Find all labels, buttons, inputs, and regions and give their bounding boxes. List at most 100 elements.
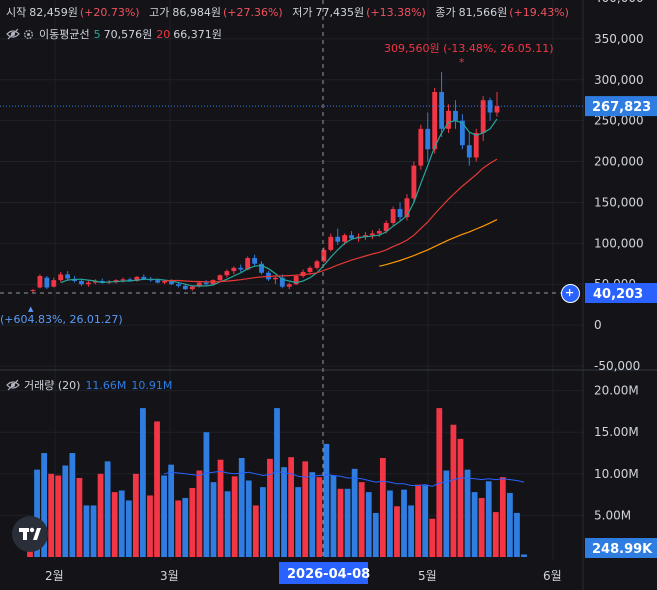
crosshair-date-label: 2026-04-08 [287, 567, 370, 582]
volume-bar [154, 421, 160, 557]
candle-body [65, 274, 71, 279]
volume-bar [478, 497, 485, 557]
candle-body [272, 277, 278, 280]
candle-body [335, 236, 341, 242]
volume-bar [387, 490, 393, 557]
volume-bar [34, 469, 40, 557]
volume-bar [62, 465, 69, 557]
time-axis-tick: 3월 [160, 569, 179, 583]
crosshair-price-badge [585, 283, 657, 303]
high-marker: * [459, 56, 465, 69]
volume-bar [372, 512, 379, 557]
high-pct: (+27.36%) [222, 6, 283, 19]
candle-body [30, 289, 36, 291]
high-label: 고가 [149, 6, 170, 19]
volume-bar [309, 472, 316, 557]
ma20-value: 66,371원 [173, 28, 222, 41]
time-axis-tick: 2월 [45, 569, 64, 583]
volume-bar [90, 505, 97, 557]
volume-legend[interactable]: 거래량 (20) 11.66M 10.91M [6, 377, 172, 393]
volume-bar [499, 477, 506, 557]
low-marker: ▲ [28, 305, 34, 313]
candle-body [321, 249, 327, 262]
volume-bar [118, 490, 125, 557]
price-axis-tick: 350,000 [594, 32, 644, 46]
low-pct: (+13.38%) [366, 6, 426, 19]
candle-body [480, 100, 486, 133]
volume-bar [168, 464, 175, 557]
candle-body [217, 275, 223, 281]
candle-body [72, 279, 77, 281]
volume-bar [69, 453, 76, 557]
last-price-label: 267,823 [592, 100, 651, 115]
volume-bar [415, 484, 422, 557]
candle-body [446, 110, 451, 129]
last-volume-badge [585, 538, 657, 558]
ma-legend[interactable]: 이동평균선 5 70,576원 20 66,371원 [6, 26, 222, 42]
volume-bar [401, 489, 407, 557]
price-axis-tick: 250,000 [594, 114, 644, 128]
volume-bar [140, 408, 146, 557]
close-label: 종가 [435, 6, 456, 19]
volume-bar [41, 453, 48, 557]
volume-bar [224, 491, 231, 557]
time-axis-tick: 5월 [418, 569, 437, 583]
volume-bar [429, 518, 436, 557]
add-alert-button[interactable] [561, 284, 580, 303]
candle-body [231, 267, 237, 272]
candle-body [238, 267, 244, 270]
candle-body [307, 267, 313, 272]
ohlc-legend: 시작 82,459원 (+20.73%) 고가 86,984원 (+27.36%) 저가… [6, 4, 575, 20]
ma60-line [379, 219, 498, 267]
ma5-value: 70,576원 [103, 28, 153, 41]
candle-body [314, 261, 320, 268]
ma20-line [164, 158, 498, 283]
volume-bar [125, 500, 132, 557]
candle-body [169, 280, 174, 285]
candle-body [494, 106, 500, 113]
volume-bar [379, 458, 386, 557]
volume-bar [274, 408, 280, 557]
low-value: 77,435원 [315, 6, 365, 19]
candle-body [293, 276, 299, 285]
close-pct: (+19.43%) [509, 6, 569, 19]
volume-bar [408, 505, 414, 557]
eye-icon[interactable] [6, 379, 20, 391]
candle-body [134, 276, 140, 281]
volume-bar [83, 505, 90, 557]
candle-body [286, 284, 292, 287]
low-annotation: (+604.83%, 26.01.27) [0, 313, 123, 326]
candle-body [425, 128, 431, 150]
volume-bar [97, 473, 104, 557]
volume-bar [217, 459, 224, 557]
volume-bar [514, 512, 520, 557]
volume-bar [175, 500, 182, 557]
eye-icon[interactable] [6, 28, 20, 40]
candle-body [182, 285, 188, 290]
volume-bar [132, 473, 139, 557]
volume-bar [104, 461, 111, 557]
volume-bar [394, 506, 400, 557]
tradingview-logo-icon[interactable] [12, 516, 48, 552]
volume-bar [252, 505, 259, 557]
volume-value-1: 11.66M [85, 378, 127, 392]
volume-bar [245, 480, 252, 557]
open-label: 시작 [6, 6, 27, 19]
price-axis-tick: 200,000 [594, 155, 644, 169]
candlesticks [30, 71, 500, 293]
time-axis-tick: 6월 [543, 569, 562, 583]
candle-body [162, 280, 168, 283]
candle-body [473, 132, 479, 158]
low-label: 저가 [292, 6, 313, 19]
candle-body [459, 120, 465, 146]
candle-body [155, 280, 161, 283]
volume-bar [492, 512, 499, 557]
candle-body [362, 235, 368, 237]
candle-body [279, 277, 285, 287]
candle-body [418, 128, 424, 166]
volume-bar [231, 476, 238, 557]
gear-icon[interactable] [22, 28, 35, 41]
volume-bar [506, 492, 513, 557]
volume-bar [457, 438, 464, 557]
